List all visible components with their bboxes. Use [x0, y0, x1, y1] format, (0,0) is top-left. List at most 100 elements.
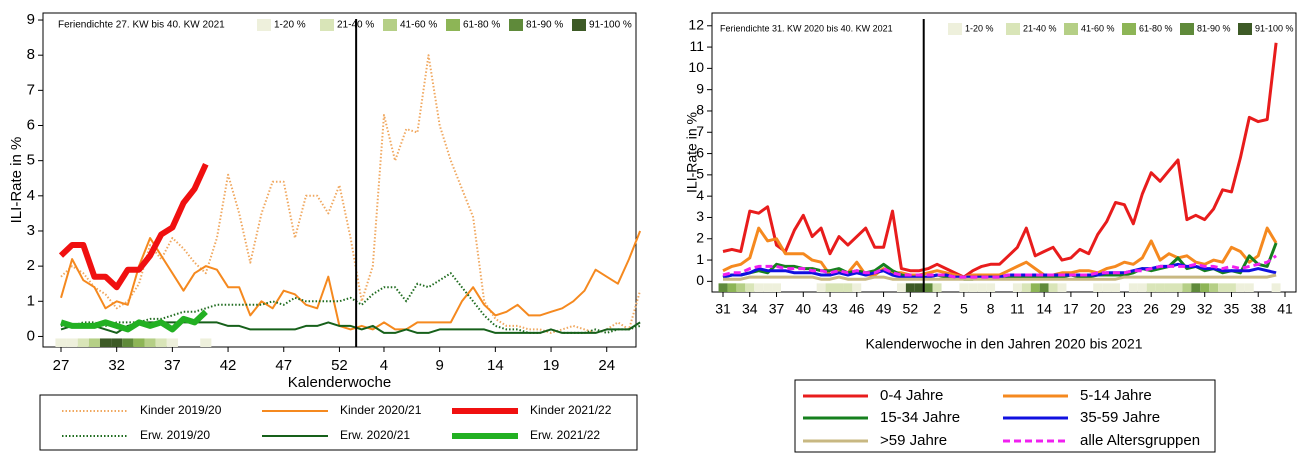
x-tick-label: 47 — [275, 357, 292, 374]
density-cell — [977, 283, 987, 292]
density-swatch — [1238, 23, 1252, 35]
legend-label: Erw. 2019/20 — [140, 428, 210, 442]
series-line — [722, 254, 1277, 279]
x-tick-label: 35 — [1224, 301, 1240, 317]
density-cell — [1093, 283, 1103, 292]
density-cell — [745, 283, 755, 292]
density-cell — [155, 338, 167, 347]
density-cell — [1012, 283, 1022, 292]
density-title: Feriendichte 31. KW 2020 bis 40. KW 2021 — [720, 23, 893, 33]
y-tick-label: 0 — [696, 272, 704, 288]
density-cell — [1048, 283, 1058, 292]
density-cell — [66, 338, 78, 347]
density-cell — [1021, 283, 1031, 292]
x-tick-label: 49 — [876, 301, 892, 317]
x-tick-label: 5 — [960, 301, 968, 317]
density-cell — [718, 283, 728, 292]
density-cell — [1039, 283, 1049, 292]
x-tick-label: 42 — [220, 357, 237, 374]
y-tick-label: 11 — [689, 38, 704, 54]
density-cell — [200, 338, 212, 347]
y-tick-label: 8 — [27, 46, 35, 63]
x-tick-label: 8 — [987, 301, 995, 317]
x-tick-label: 24 — [598, 357, 615, 374]
density-cell — [1057, 283, 1067, 292]
y-tick-label: 6 — [27, 116, 35, 133]
x-tick-label: 32 — [1197, 301, 1213, 317]
series-line — [60, 309, 208, 333]
x-tick-label: 32 — [108, 357, 125, 374]
series-line — [60, 54, 642, 334]
plot-frame — [42, 12, 637, 348]
density-swatch — [509, 19, 523, 31]
legend-label: Erw. 2021/22 — [530, 428, 600, 442]
density-swatch — [320, 19, 334, 31]
y-tick-label: 7 — [27, 81, 35, 98]
x-tick-label: 43 — [822, 301, 838, 317]
density-cell — [55, 338, 67, 347]
x-tick-label: 23 — [1117, 301, 1133, 317]
legend-label: 0-4 Jahre — [880, 387, 943, 404]
y-tick-label: 1 — [696, 251, 704, 267]
y-tick-label: 3 — [696, 208, 704, 224]
x-tick-label: 38 — [1250, 301, 1266, 317]
x-tick-label: 46 — [849, 301, 865, 317]
x-tick-label: 29 — [1170, 301, 1186, 317]
legend-label: Kinder 2020/21 — [340, 403, 422, 417]
density-cell — [1146, 283, 1156, 292]
density-cell — [968, 283, 978, 292]
density-swatch — [1122, 23, 1136, 35]
density-cell — [1244, 283, 1254, 292]
y-tick-label: 5 — [696, 166, 704, 182]
density-cell — [1182, 283, 1192, 292]
density-label: 61-80 % — [1139, 23, 1173, 33]
density-cell — [99, 338, 112, 347]
density-swatch — [1064, 23, 1078, 35]
y-tick-label: 9 — [696, 80, 704, 96]
y-tick-label: 4 — [696, 187, 704, 203]
y-tick-label: 2 — [696, 229, 704, 245]
density-label: 61-80 % — [463, 20, 500, 31]
density-cell — [166, 338, 178, 347]
x-tick-label: 40 — [795, 301, 811, 317]
density-cell — [923, 283, 933, 292]
density-cell — [122, 338, 134, 347]
x-tick-label: 2 — [933, 301, 941, 317]
density-cell — [763, 283, 773, 292]
series-line — [722, 226, 1278, 279]
y-tick-label: 12 — [688, 16, 704, 32]
series-line — [58, 162, 209, 291]
y-tick-label: 3 — [27, 222, 35, 239]
x-tick-label: 31 — [715, 301, 731, 317]
x-tick-label: 19 — [543, 357, 560, 374]
density-cell — [834, 283, 844, 292]
density-cell — [88, 338, 100, 347]
x-tick-label: 26 — [1143, 301, 1159, 317]
x-tick-label: 52 — [903, 301, 919, 317]
density-label: 21-40 % — [1023, 23, 1057, 33]
density-swatch — [446, 19, 460, 31]
density-cell — [959, 283, 969, 292]
density-cell — [1218, 283, 1228, 292]
series-line — [722, 42, 1278, 279]
density-swatch — [383, 19, 397, 31]
density-cell — [932, 283, 942, 292]
y-axis-label: ILI-Rate in % — [8, 137, 25, 224]
density-cell — [772, 283, 781, 292]
density-cell — [754, 283, 764, 292]
y-tick-label: 4 — [27, 187, 35, 204]
x-tick-label: 20 — [1090, 301, 1106, 317]
density-cell — [144, 338, 156, 347]
density-cell — [1209, 283, 1219, 292]
x-tick-label: 37 — [164, 357, 181, 374]
legend-label: 5-14 Jahre — [1080, 387, 1152, 404]
density-cell — [736, 283, 746, 292]
y-tick-label: 7 — [696, 123, 704, 139]
plot-frame — [711, 12, 1297, 293]
density-cell — [1235, 283, 1245, 292]
density-swatch — [257, 19, 271, 31]
density-cell — [1137, 283, 1147, 292]
x-tick-label: 11 — [1010, 301, 1025, 317]
y-tick-label: 0 — [27, 327, 35, 344]
density-swatch — [572, 19, 586, 31]
